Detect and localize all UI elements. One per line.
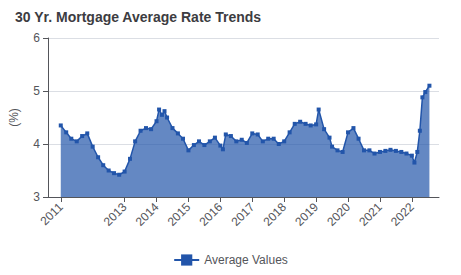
svg-text:2021: 2021 bbox=[356, 200, 385, 229]
svg-text:2020: 2020 bbox=[324, 200, 353, 229]
svg-text:6: 6 bbox=[33, 31, 40, 45]
svg-text:2011: 2011 bbox=[38, 200, 66, 228]
svg-text:2017: 2017 bbox=[228, 200, 257, 229]
svg-text:4: 4 bbox=[33, 137, 40, 151]
svg-text:3: 3 bbox=[33, 190, 40, 204]
svg-text:2018: 2018 bbox=[260, 200, 289, 229]
svg-text:30 Yr. Mortgage Average Rate T: 30 Yr. Mortgage Average Rate Trends bbox=[15, 9, 261, 25]
svg-text:2016: 2016 bbox=[197, 200, 226, 229]
svg-text:2022: 2022 bbox=[388, 200, 417, 229]
svg-text:2015: 2015 bbox=[165, 200, 194, 229]
svg-text:Average Values: Average Values bbox=[204, 253, 288, 267]
svg-text:(%): (%) bbox=[7, 108, 21, 127]
svg-text:2019: 2019 bbox=[292, 200, 321, 229]
svg-text:5: 5 bbox=[33, 84, 40, 98]
svg-text:2014: 2014 bbox=[133, 200, 162, 229]
svg-text:2013: 2013 bbox=[101, 200, 130, 229]
